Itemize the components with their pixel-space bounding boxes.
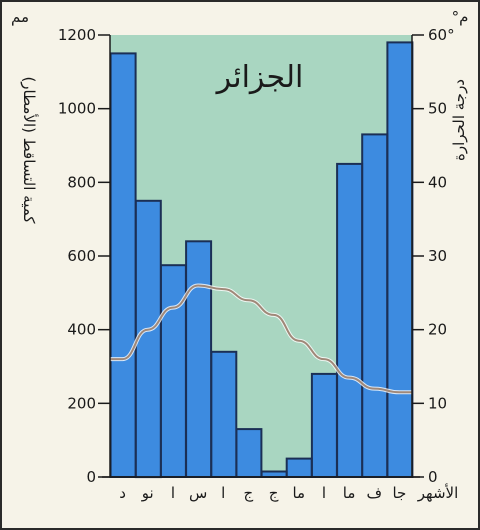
left-tick-label: 400 (67, 321, 96, 339)
precipitation-bar (310, 372, 338, 478)
month-label: س (189, 484, 207, 502)
month-label: ف (367, 484, 383, 502)
precipitation-bar (386, 41, 414, 479)
left-tick-label: 200 (67, 394, 96, 412)
months-axis-label: الأشهر (417, 483, 458, 502)
right-tick-label: 60° (428, 26, 455, 44)
left-tick-label: 600 (67, 247, 96, 265)
bars-group (109, 41, 414, 479)
precipitation-bar (285, 457, 313, 479)
month-label: ج (244, 484, 254, 503)
right-tick-label: 20 (428, 321, 447, 339)
left-tick-label: 1200 (58, 26, 96, 44)
left-tick-label: 1000 (58, 100, 96, 118)
month-label: نو (141, 484, 154, 502)
left-tick-group: 0 200 400 600 800 1000 1200 (58, 26, 110, 486)
right-axis-title: درجة الحرارة (450, 79, 468, 161)
right-tick-group: 0 10 20 30 40 50 60° (412, 26, 455, 486)
precipitation-bar (336, 162, 364, 478)
month-label: ما (343, 484, 356, 502)
month-label: ا (171, 484, 175, 502)
left-axis-title: كمية التساقط (الأمطار) (20, 76, 39, 224)
right-tick-label: 10 (428, 394, 447, 412)
precipitation-bar (159, 264, 187, 479)
month-label: ما (292, 484, 305, 502)
month-label: جا (392, 484, 406, 502)
temperature-line (110, 284, 413, 394)
month-label: ا (221, 484, 225, 502)
left-tick-label: 0 (86, 468, 96, 486)
precipitation-bar (210, 350, 238, 478)
precipitation-bar (109, 52, 137, 479)
month-label: ا (322, 484, 326, 502)
right-axis-unit: °م (452, 8, 469, 26)
precipitation-bar (260, 470, 288, 478)
precipitation-bar (185, 240, 213, 478)
left-tick-label: 800 (67, 173, 96, 191)
chart-title: الجزائر (215, 60, 304, 95)
right-tick-label: 40 (428, 173, 447, 191)
right-tick-label: 30 (428, 247, 447, 265)
right-tick-label: 0 (428, 468, 438, 486)
left-axis-unit: مم (11, 8, 29, 26)
precipitation-bar (361, 133, 389, 478)
right-tick-label: 50 (428, 100, 447, 118)
month-label: ج (269, 484, 279, 503)
month-label: د (119, 484, 126, 502)
precipitation-bar (235, 428, 263, 479)
